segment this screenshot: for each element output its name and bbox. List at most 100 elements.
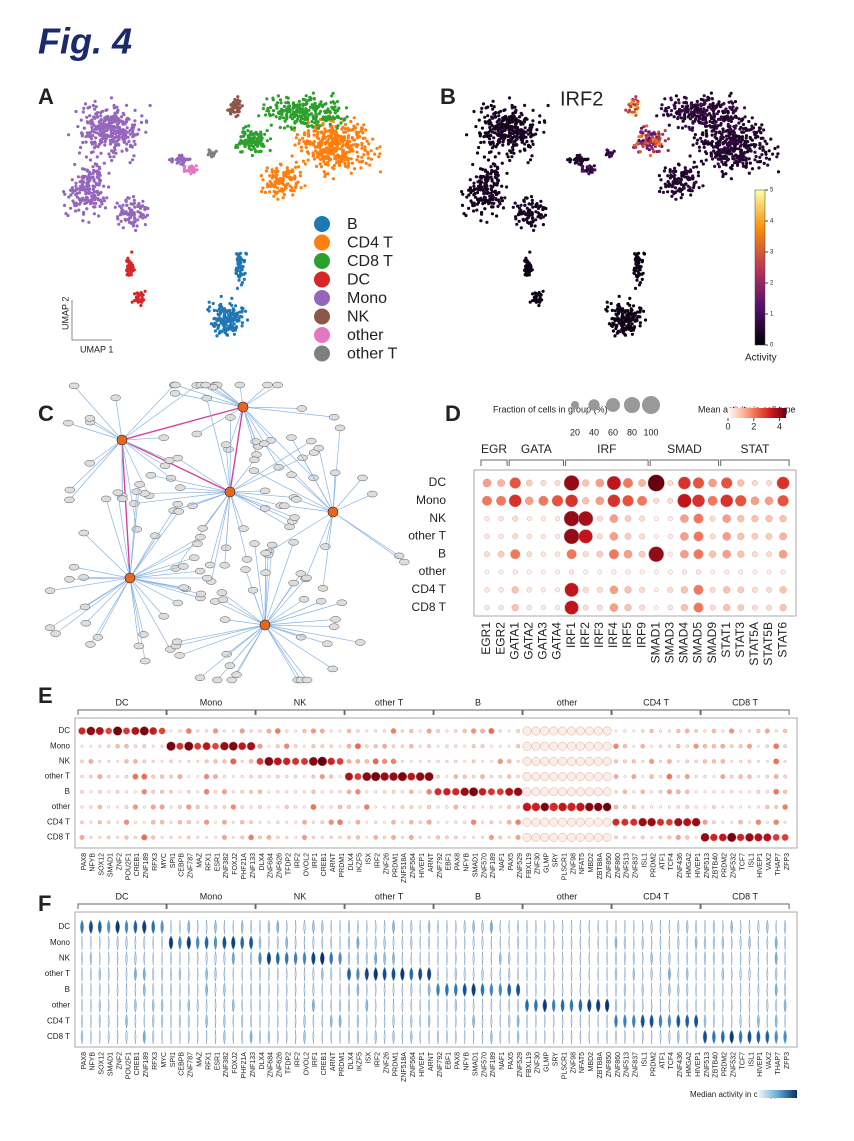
dot <box>265 757 274 766</box>
dot <box>383 790 386 793</box>
activity-dot <box>638 479 645 486</box>
umap-point <box>473 204 476 207</box>
umap-point <box>140 121 143 124</box>
colorbar-label: Activity <box>745 353 777 364</box>
umap-point <box>212 317 215 320</box>
umap-point <box>578 154 581 157</box>
umap-point <box>319 158 322 161</box>
umap-point <box>131 145 134 148</box>
umap-point <box>473 192 476 195</box>
dot <box>641 805 644 808</box>
umap-point <box>634 114 637 117</box>
dot <box>703 759 707 763</box>
dot <box>463 760 465 762</box>
umap-point <box>85 141 88 144</box>
dot <box>774 805 778 809</box>
network-edge <box>50 578 130 591</box>
umap-point <box>272 109 275 112</box>
gene-label: NFAT5 <box>579 853 586 874</box>
umap-point <box>735 107 738 110</box>
dot <box>632 759 636 763</box>
umap-point <box>287 101 290 104</box>
umap-point <box>336 127 339 130</box>
dot <box>142 789 147 794</box>
umap-point <box>638 315 641 318</box>
gene-label: ZNF787 <box>188 853 195 878</box>
dot <box>685 790 689 794</box>
umap-point <box>643 252 646 255</box>
activity-dot <box>752 605 757 610</box>
umap-point <box>737 121 740 124</box>
dot <box>507 759 511 763</box>
group-label: NK <box>294 697 307 707</box>
umap-point <box>638 264 641 267</box>
umap-point <box>106 116 109 119</box>
umap-point <box>488 151 491 154</box>
umap-point <box>729 166 732 169</box>
dot <box>143 806 146 809</box>
dot <box>694 744 699 749</box>
umap-point <box>89 158 92 161</box>
dot <box>196 805 200 809</box>
umap-point <box>639 307 642 310</box>
dot <box>143 744 146 747</box>
umap-point <box>501 199 504 202</box>
umap-point <box>315 123 318 126</box>
dot <box>303 729 307 733</box>
umap-point <box>512 132 515 135</box>
dot <box>362 772 371 781</box>
network-node <box>93 634 103 640</box>
umap-point <box>237 279 240 282</box>
umap-point <box>294 143 297 146</box>
umap-point <box>127 218 130 221</box>
activity-dot <box>513 570 518 575</box>
umap-point <box>122 226 125 229</box>
umap-point <box>487 131 490 134</box>
umap-point <box>82 211 85 214</box>
umap-point <box>610 302 613 305</box>
umap-point <box>105 196 108 199</box>
column-label: IRF4 <box>606 622 620 648</box>
activity-dot <box>527 605 532 610</box>
umap-point <box>755 155 758 158</box>
umap-point <box>282 116 285 119</box>
umap-point <box>262 107 265 110</box>
network-edge <box>230 441 311 492</box>
umap-point <box>260 174 263 177</box>
umap-point <box>524 196 527 199</box>
umap-point <box>212 302 215 305</box>
dot <box>499 730 502 733</box>
dot <box>355 773 362 780</box>
gene-label: ZNF564 <box>410 853 417 878</box>
network-node <box>195 534 205 540</box>
dot <box>355 743 361 749</box>
umap-point <box>303 184 306 187</box>
dot <box>329 775 333 779</box>
activity-dot <box>582 480 589 487</box>
umap-point <box>361 131 364 134</box>
dot <box>276 821 279 824</box>
network-node <box>399 559 409 565</box>
dot <box>757 760 760 763</box>
network-edge <box>86 578 130 623</box>
dot <box>347 805 351 809</box>
gene-label: ZNF133 <box>250 853 257 878</box>
umap-point <box>296 133 299 136</box>
network-node <box>178 563 188 569</box>
umap-point <box>373 153 376 156</box>
dot <box>516 805 519 808</box>
umap-point <box>283 193 286 196</box>
dot <box>585 742 593 750</box>
umap-point <box>751 167 754 170</box>
gene-label: RFX1 <box>205 853 212 871</box>
umap-point <box>489 134 492 137</box>
dot <box>437 821 440 824</box>
dot <box>712 805 715 808</box>
umap-point <box>344 158 347 161</box>
umap-point <box>207 148 210 151</box>
dot <box>205 760 209 764</box>
umap-point <box>710 92 713 95</box>
dot <box>143 821 145 823</box>
dot <box>268 745 271 748</box>
umap-point <box>508 159 511 162</box>
